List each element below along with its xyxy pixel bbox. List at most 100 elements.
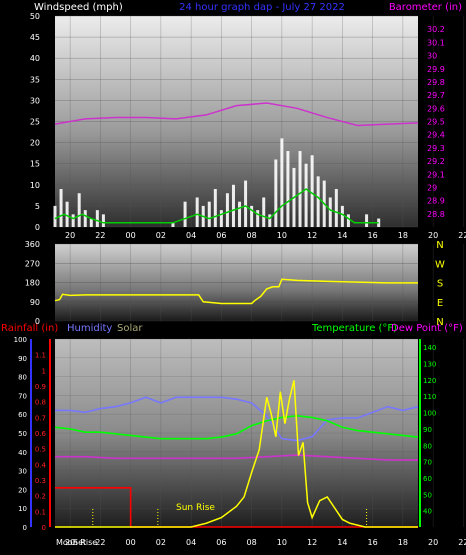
wind-x-tick-label: 20 xyxy=(65,231,75,240)
wind-x-tick-label: 12 xyxy=(307,231,317,240)
weather-x-tick-label: 08 xyxy=(247,538,257,547)
weather-x-tick-label: 04 xyxy=(186,538,196,547)
rainfall-tick-label: 0 xyxy=(42,524,46,532)
wind-y-tick-label: 40 xyxy=(30,54,40,63)
barometer-tick-label: 30 xyxy=(427,52,437,61)
wind-gust-bar xyxy=(340,205,344,227)
weather-x-tick-label: 06 xyxy=(216,538,226,547)
wind-gust-bar xyxy=(244,180,248,227)
wind-gust-bar xyxy=(65,201,69,227)
wind-x-tick-label: 04 xyxy=(186,231,196,240)
direction-tick-label: 270 xyxy=(25,259,40,268)
barometer-axis-title: Barometer (in) xyxy=(389,2,462,13)
wind-gust-bar xyxy=(195,197,199,227)
rainfall-tick-label: 0.2 xyxy=(35,493,46,501)
dewpoint-line xyxy=(55,454,418,461)
humidity-tick-label: 90 xyxy=(18,355,27,363)
dewpoint-axis-title: Dew Point (°F) xyxy=(391,323,463,334)
humidity-tick-label: 70 xyxy=(18,392,27,400)
grid-layer xyxy=(55,15,464,528)
wind-gust-bar xyxy=(286,151,290,227)
wind-gust-bar xyxy=(256,210,260,227)
temperature-tick-label: 110 xyxy=(423,393,436,401)
wind-y-tick-label: 35 xyxy=(30,75,40,84)
wind-gust-bar xyxy=(316,176,320,227)
wind-y-tick-label: 20 xyxy=(30,139,40,148)
rainfall-tick-label: 0.7 xyxy=(35,414,46,422)
wind-gust-bar xyxy=(328,197,332,227)
wind-gust-bar xyxy=(83,210,87,227)
solar-line xyxy=(55,380,418,528)
rainfall-tick-label: 1 xyxy=(42,367,46,375)
moonrise-label: Moon Rise xyxy=(56,538,97,547)
wind-gust-bar xyxy=(334,189,338,227)
weather-x-tick-label: 00 xyxy=(126,538,136,547)
weather-x-tick-label: 20 xyxy=(65,538,75,547)
marks-layer xyxy=(53,102,419,528)
wind-gust-bar xyxy=(59,189,63,227)
wind-x-tick-label: 08 xyxy=(247,231,257,240)
wind-x-tick-label: 14 xyxy=(337,231,347,240)
wind-gust-bar xyxy=(171,222,175,227)
wind-gust-bar xyxy=(346,214,350,227)
humidity-tick-label: 20 xyxy=(18,486,27,494)
direction-tick-label: 0 xyxy=(35,317,40,326)
axes-layer: 0510152025303540455028.828.92929.129.229… xyxy=(14,12,466,547)
humidity-axis-title: Humidity xyxy=(67,323,112,334)
wind-x-tick-label: 00 xyxy=(126,231,136,240)
barometer-line xyxy=(54,102,419,127)
barometer-tick-label: 29.2 xyxy=(427,157,445,166)
wind-x-tick-label: 16 xyxy=(368,231,378,240)
rainfall-line xyxy=(55,487,418,528)
wind-y-tick-label: 50 xyxy=(30,12,40,21)
wind-gust-bar xyxy=(274,159,278,227)
compass-letter: S xyxy=(437,279,443,290)
wind-gust-bar xyxy=(280,138,284,227)
compass-letter: N xyxy=(436,317,443,328)
humidity-tick-label: 60 xyxy=(18,411,27,419)
rainfall-axis-title: Rainfall (in) xyxy=(1,323,58,334)
wind-gust-bar xyxy=(219,210,223,227)
compass-letter: E xyxy=(437,298,443,309)
rainfall-tick-label: 0.6 xyxy=(35,430,47,438)
wind-gust-bar xyxy=(89,218,93,227)
direction-tick-label: 90 xyxy=(30,298,40,307)
weather-x-tick-label: 22 xyxy=(458,538,466,547)
wind-gust-bar xyxy=(225,193,229,227)
temperature-axis-title: Temperature (°F) xyxy=(311,323,397,334)
rainfall-tick-label: 0.8 xyxy=(35,399,46,407)
rainfall-tick-label: 0.4 xyxy=(35,461,47,469)
wind-direction-line xyxy=(54,278,418,305)
moonset-label: Set xyxy=(73,538,86,547)
barometer-tick-label: 29.6 xyxy=(427,104,445,113)
graph-date-title: 24 hour graph dap - July 27 2022 xyxy=(179,2,345,13)
wind-gust-bar xyxy=(213,189,217,227)
wind-gust-bar xyxy=(310,155,314,227)
barometer-tick-label: 28.8 xyxy=(427,210,445,219)
wind-gust-bar xyxy=(304,163,308,227)
temperature-tick-label: 140 xyxy=(423,344,436,352)
temperature-tick-label: 70 xyxy=(423,459,432,467)
weather-x-tick-label: 20 xyxy=(428,538,438,547)
wind-gust-bar xyxy=(53,205,57,227)
barometer-tick-label: 29.8 xyxy=(427,78,445,87)
sunrise-label: Sun Rise xyxy=(176,503,215,513)
temperature-line xyxy=(54,415,419,440)
wind-average-line xyxy=(54,188,379,224)
weather-x-tick-label: 18 xyxy=(398,538,408,547)
wind-gust-bar xyxy=(77,193,81,227)
barometer-tick-label: 29.5 xyxy=(427,118,445,127)
wind-y-tick-label: 25 xyxy=(30,118,40,127)
wind-gust-bar xyxy=(268,214,272,227)
weather-x-tick-label: 12 xyxy=(307,538,317,547)
humidity-tick-label: 30 xyxy=(18,468,27,476)
barometer-tick-label: 28.9 xyxy=(427,197,445,206)
wind-gust-bar xyxy=(231,184,235,227)
wind-gust-bar xyxy=(71,214,75,227)
wind-y-tick-label: 30 xyxy=(30,96,40,105)
temperature-tick-label: 50 xyxy=(423,491,432,499)
wind-x-tick-label: 20 xyxy=(428,231,438,240)
barometer-tick-label: 29.1 xyxy=(427,170,445,179)
temperature-tick-label: 130 xyxy=(423,361,436,369)
direction-tick-label: 180 xyxy=(25,279,40,288)
